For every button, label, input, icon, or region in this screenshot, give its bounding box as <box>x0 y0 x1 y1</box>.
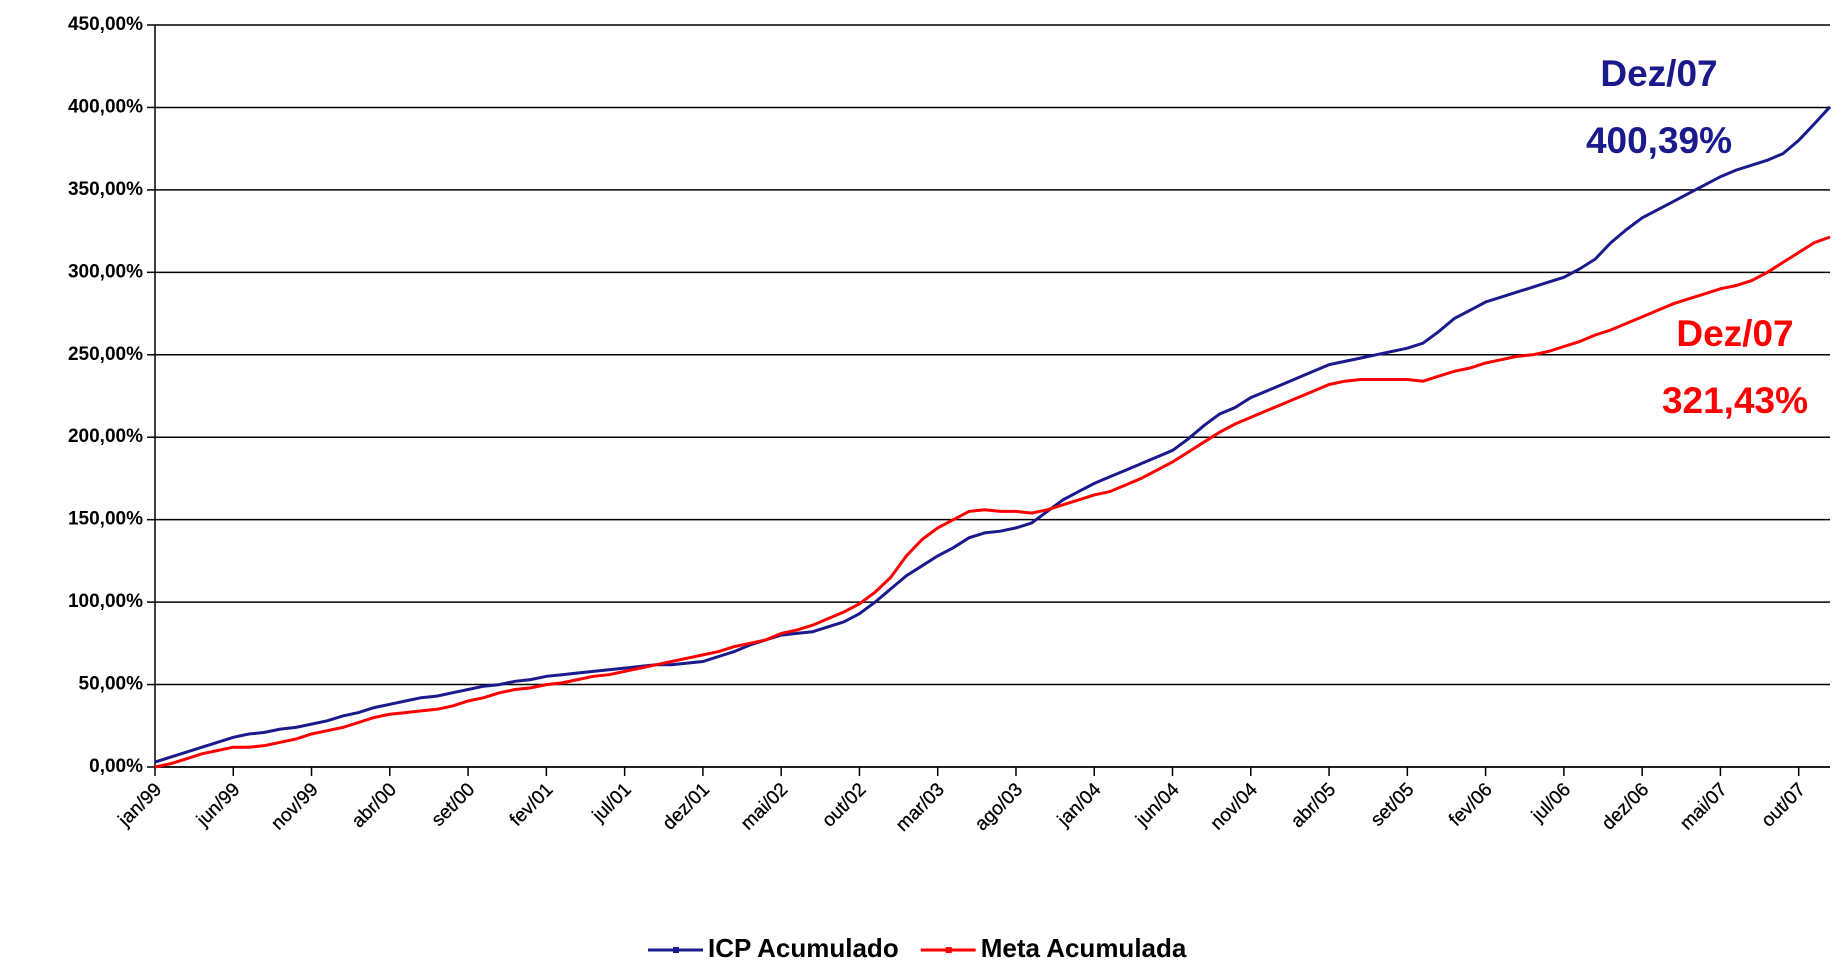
x-tick-label: mar/03 <box>892 779 949 836</box>
y-tick-label: 100,00% <box>68 591 143 612</box>
x-tick-label: abr/00 <box>348 779 401 832</box>
x-tick-label: ago/03 <box>971 779 1027 835</box>
x-tick-label: set/05 <box>1367 779 1418 830</box>
x-tick-label: jun/99 <box>192 779 244 831</box>
annotation: 400,39% <box>1586 120 1732 161</box>
x-tick-label: dez/01 <box>659 779 714 834</box>
y-tick-label: 350,00% <box>68 179 143 200</box>
annotation: Dez/07 <box>1600 53 1717 94</box>
x-tick-label: out/07 <box>1758 779 1810 831</box>
x-tick-label: fev/01 <box>506 779 557 830</box>
y-tick-label: 50,00% <box>79 674 144 695</box>
y-tick-label: 450,00% <box>68 14 143 35</box>
x-tick-label: jul/06 <box>1527 779 1575 827</box>
x-tick-label: jun/04 <box>1131 779 1183 831</box>
x-tick-label: dez/06 <box>1598 779 1653 834</box>
x-tick-label: fev/06 <box>1445 779 1496 830</box>
y-tick-label: 400,00% <box>68 96 143 117</box>
annotation: 321,43% <box>1662 380 1808 421</box>
series-line <box>154 105 1832 764</box>
legend-label: ICP Acumulado <box>708 933 899 963</box>
x-tick-label: abr/05 <box>1287 779 1340 832</box>
legend-label: Meta Acumulada <box>981 933 1187 963</box>
x-tick-label: jul/01 <box>588 779 636 827</box>
x-tick-label: jan/99 <box>114 779 166 831</box>
x-tick-label: mai/02 <box>737 779 792 834</box>
x-tick-label: set/00 <box>428 779 479 830</box>
x-tick-label: nov/99 <box>267 779 322 834</box>
y-tick-label: 300,00% <box>68 261 143 282</box>
x-tick-label: mai/07 <box>1676 779 1731 834</box>
y-tick-label: 0,00% <box>89 756 143 777</box>
y-tick-label: 150,00% <box>68 509 143 530</box>
y-tick-label: 200,00% <box>68 426 143 447</box>
x-tick-label: out/02 <box>818 779 870 831</box>
x-tick-label: jan/04 <box>1053 779 1105 831</box>
legend-marker <box>673 947 679 953</box>
annotation: Dez/07 <box>1676 313 1793 354</box>
legend-marker <box>945 947 952 953</box>
series-line <box>154 235 1831 769</box>
y-tick-label: 250,00% <box>68 344 143 365</box>
x-tick-label: nov/04 <box>1207 779 1262 834</box>
